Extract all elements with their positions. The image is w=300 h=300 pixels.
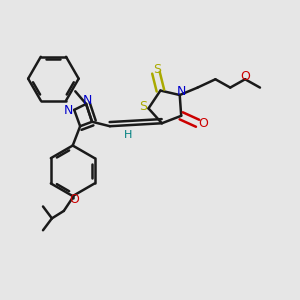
Text: O: O [240,70,250,83]
Text: H: H [124,130,133,140]
Text: N: N [64,104,74,117]
Text: O: O [198,117,208,130]
Text: O: O [69,193,79,206]
Text: N: N [176,85,186,98]
Text: S: S [139,100,147,113]
Text: N: N [83,94,92,107]
Text: S: S [153,63,161,76]
